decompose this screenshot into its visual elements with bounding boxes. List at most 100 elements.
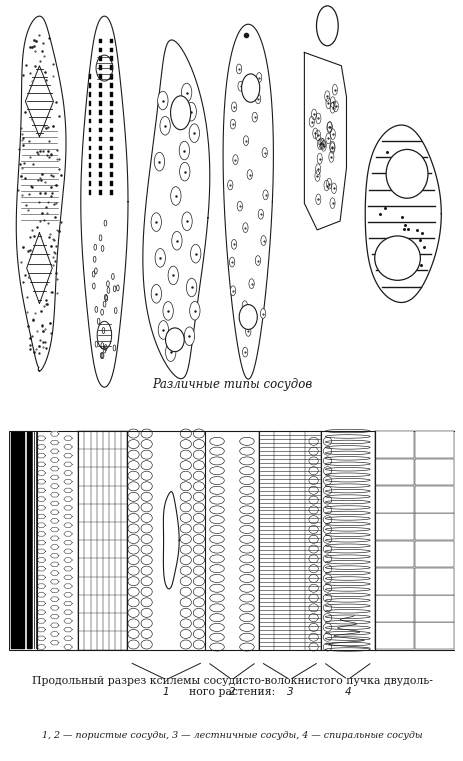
Bar [414,540,453,568]
Polygon shape [50,623,59,628]
Bar [110,110,113,115]
Ellipse shape [170,96,190,129]
Polygon shape [64,479,72,484]
Ellipse shape [242,223,248,233]
Ellipse shape [238,81,243,91]
Bar [88,101,91,106]
Polygon shape [64,584,72,588]
Polygon shape [50,466,59,471]
Ellipse shape [255,94,260,103]
Bar [88,92,91,97]
Text: 4: 4 [344,687,350,697]
Bar [110,190,113,195]
Ellipse shape [181,83,191,102]
Bar [88,137,91,142]
Polygon shape [64,462,72,466]
Polygon shape [37,505,45,510]
Polygon shape [64,497,72,501]
Bar [414,595,453,622]
Ellipse shape [186,103,196,121]
Bar [88,154,91,159]
Ellipse shape [184,327,194,345]
Polygon shape [50,606,59,610]
Bar [414,568,453,594]
Polygon shape [37,584,45,588]
Ellipse shape [186,279,196,297]
Polygon shape [27,233,52,304]
Polygon shape [50,579,59,584]
Bar [9,431,454,649]
Polygon shape [64,636,72,641]
Bar [88,110,91,115]
Bar [110,92,113,97]
Text: Различные типы сосудов: Различные типы сосудов [151,378,312,391]
Ellipse shape [168,266,178,285]
Ellipse shape [231,102,236,112]
Ellipse shape [229,257,234,267]
Polygon shape [50,527,59,532]
Ellipse shape [179,162,189,181]
Polygon shape [64,610,72,614]
Bar [110,65,113,70]
Polygon shape [50,597,59,601]
Polygon shape [16,16,66,371]
Polygon shape [37,540,45,545]
Ellipse shape [239,304,257,330]
Polygon shape [64,601,72,606]
Polygon shape [64,436,72,441]
Text: Продольный разрез ксилемы сосудисто-волокнистого пучка двудоль-
ного растения:: Продольный разрез ксилемы сосудисто-воло… [31,676,432,697]
Polygon shape [143,40,209,379]
Bar [110,83,113,88]
Bar [99,48,102,53]
Bar [88,119,91,123]
Bar [110,56,113,61]
Ellipse shape [179,142,189,160]
Bar [110,39,113,43]
Ellipse shape [249,279,254,288]
Text: 1, 2 — пористые сосуды, 3 — лестничные сосуды, 4 — спиральные сосуды: 1, 2 — пористые сосуды, 3 — лестничные с… [42,731,421,740]
Ellipse shape [227,180,232,190]
Ellipse shape [256,72,261,82]
Bar [110,145,113,150]
Ellipse shape [189,301,200,320]
Ellipse shape [181,212,192,231]
Bar [88,75,91,79]
Polygon shape [25,65,53,137]
Polygon shape [37,436,45,441]
Polygon shape [50,484,59,489]
Bar [99,101,102,106]
Polygon shape [37,575,45,580]
Bar [99,137,102,142]
Bar [414,486,453,513]
Bar [414,622,453,649]
Bar [110,181,113,186]
Ellipse shape [257,209,263,219]
Bar [374,595,413,622]
Bar [99,164,102,168]
Ellipse shape [151,285,161,303]
Polygon shape [50,553,59,558]
Polygon shape [37,523,45,527]
Polygon shape [37,593,45,597]
Bar [110,48,113,53]
Polygon shape [50,571,59,575]
Polygon shape [50,632,59,636]
Polygon shape [50,641,59,645]
Polygon shape [163,492,179,589]
Ellipse shape [165,343,175,361]
Bar [374,486,413,513]
Ellipse shape [171,231,181,250]
Bar [99,190,102,195]
Bar [99,92,102,97]
Polygon shape [64,627,72,632]
Bar [88,190,91,195]
Bar [374,431,413,458]
Polygon shape [37,479,45,484]
Bar [99,181,102,186]
Ellipse shape [189,124,199,142]
Polygon shape [64,488,72,492]
Ellipse shape [262,148,267,158]
Ellipse shape [154,152,164,171]
Polygon shape [37,619,45,623]
Polygon shape [37,514,45,519]
